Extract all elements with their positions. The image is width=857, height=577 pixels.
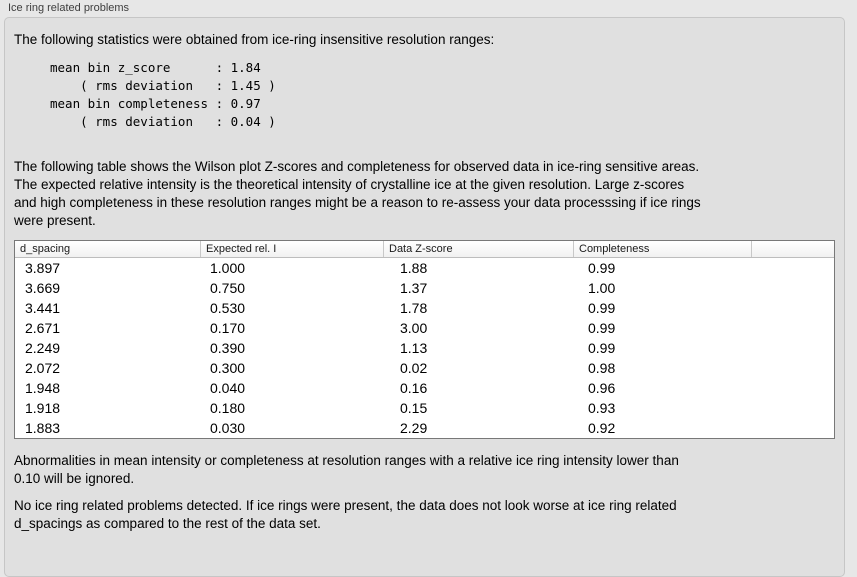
table-row[interactable]: 2.671 0.170 3.00 0.99 (15, 318, 834, 338)
table-cell (751, 418, 834, 438)
table-row[interactable]: 1.948 0.040 0.16 0.96 (15, 378, 834, 398)
table-row[interactable]: 1.918 0.180 0.15 0.93 (15, 398, 834, 418)
column-header-completeness[interactable]: Completeness (573, 241, 751, 257)
table-row[interactable]: 1.883 0.030 2.29 0.92 (15, 418, 834, 438)
table-cell: 1.78 (400, 300, 428, 316)
table-cell (751, 278, 834, 298)
column-header-data-z-score[interactable]: Data Z-score (383, 241, 573, 257)
table-row[interactable]: 3.441 0.530 1.78 0.99 (15, 298, 834, 318)
ice-ring-table: d_spacing Expected rel. I Data Z-score Comp… (14, 240, 835, 439)
table-cell: 3.441 (25, 300, 61, 316)
conclusion-text: No ice ring related problems detected. I… (14, 498, 677, 531)
table-cell: 0.170 (210, 320, 246, 336)
table-cell: 0.16 (400, 380, 428, 396)
table-cell (751, 378, 834, 398)
table-cell (751, 338, 834, 358)
ice-ring-panel: The following statistics were obtained f… (4, 17, 845, 577)
table-cell: 3.00 (400, 320, 428, 336)
intro-text: The following statistics were obtained f… (14, 32, 495, 47)
table-cell (751, 358, 834, 378)
table-cell: 0.300 (210, 360, 246, 376)
table-cell: 3.669 (25, 280, 61, 296)
table-cell: 1.13 (400, 340, 428, 356)
table-description: The following table shows the Wilson plo… (14, 159, 701, 228)
table-cell: 2.072 (25, 360, 61, 376)
table-row[interactable]: 2.072 0.300 0.02 0.98 (15, 358, 834, 378)
table-cell: 0.99 (588, 260, 616, 276)
table-cell: 0.99 (588, 300, 616, 316)
table-cell: 2.29 (400, 420, 428, 436)
table-cell: 0.040 (210, 380, 246, 396)
table-cell (751, 298, 834, 318)
table-cell: 1.883 (25, 420, 61, 436)
stats-block: mean bin z_score : 1.84 ( rms deviation … (50, 60, 276, 129)
table-cell: 0.99 (588, 340, 616, 356)
table-cell: 0.92 (588, 420, 616, 436)
table-cell: 0.93 (588, 400, 616, 416)
table-cell: 1.000 (210, 260, 246, 276)
table-cell (751, 318, 834, 338)
table-cell: 0.390 (210, 340, 246, 356)
table-header-row: d_spacing Expected rel. I Data Z-score Comp… (15, 241, 834, 258)
table-cell: 1.00 (588, 280, 616, 296)
table-cell: 0.96 (588, 380, 616, 396)
table-cell: 2.249 (25, 340, 61, 356)
table-cell: 1.88 (400, 260, 428, 276)
table-cell: 0.030 (210, 420, 246, 436)
table-cell: 0.98 (588, 360, 616, 376)
ignore-note: Abnormalities in mean intensity or compl… (14, 453, 679, 486)
table-cell: 2.671 (25, 320, 61, 336)
table-cell: 3.897 (25, 260, 61, 276)
table-row[interactable]: 3.897 1.000 1.88 0.99 (15, 258, 834, 278)
column-header-spacer[interactable] (751, 241, 834, 257)
table-cell: 0.02 (400, 360, 428, 376)
table-cell: 0.15 (400, 400, 428, 416)
table-row[interactable]: 2.249 0.390 1.13 0.99 (15, 338, 834, 358)
table-row[interactable]: 3.669 0.750 1.37 1.00 (15, 278, 834, 298)
column-header-d-spacing[interactable]: d_spacing (20, 243, 71, 255)
table-cell: 1.948 (25, 380, 61, 396)
column-header-expected-rel-i[interactable]: Expected rel. I (200, 241, 383, 257)
panel-title: Ice ring related problems (8, 2, 130, 14)
table-cell: 0.99 (588, 320, 616, 336)
table-cell: 0.750 (210, 280, 246, 296)
table-cell (751, 258, 834, 278)
table-cell: 0.530 (210, 300, 246, 316)
table-cell: 1.37 (400, 280, 428, 296)
table-cell: 1.918 (25, 400, 61, 416)
table-cell: 0.180 (210, 400, 246, 416)
table-cell (751, 398, 834, 418)
table-body: 3.897 1.000 1.88 0.99 3.669 0.750 1.37 1.00 3.44… (15, 258, 834, 438)
